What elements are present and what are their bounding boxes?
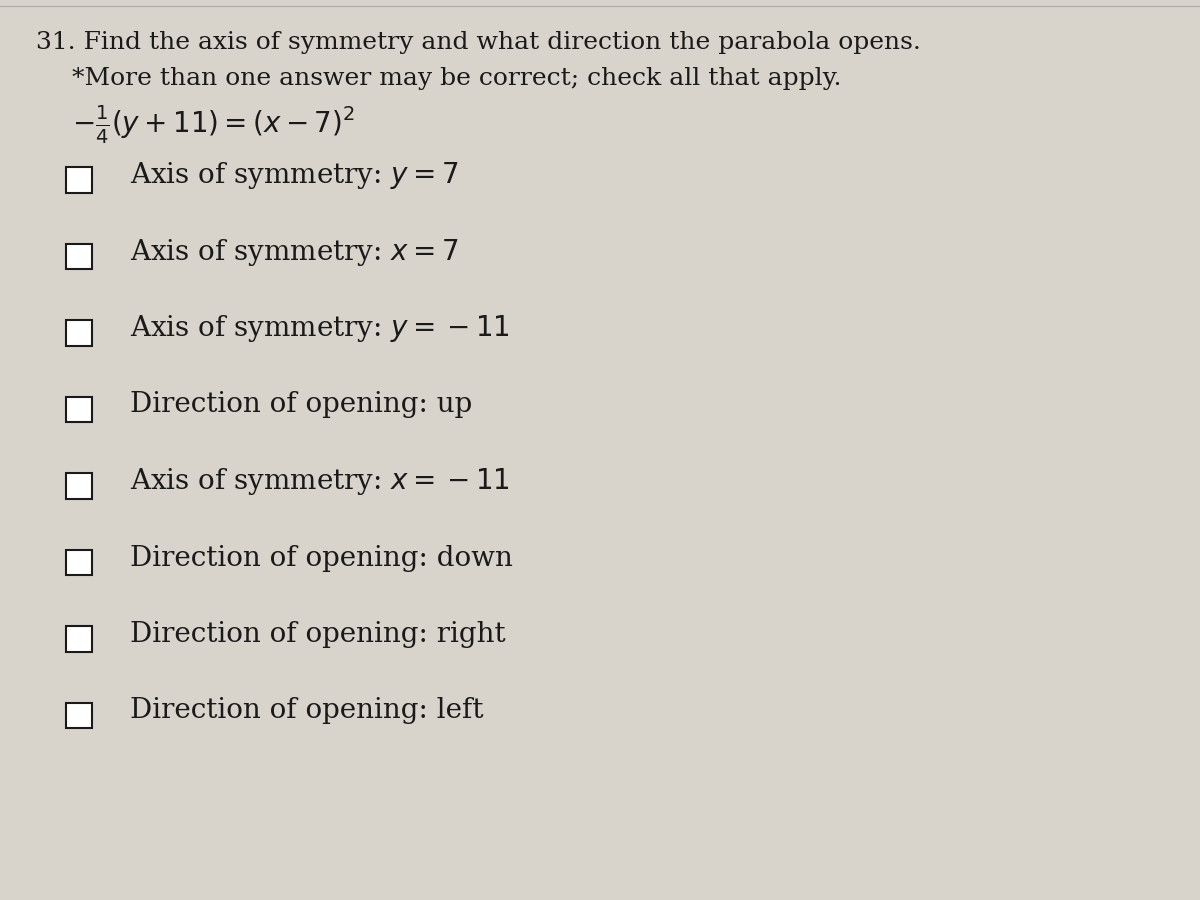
FancyBboxPatch shape [66, 167, 92, 193]
Text: $-\frac{1}{4}(y + 11) = (x - 7)^2$: $-\frac{1}{4}(y + 11) = (x - 7)^2$ [72, 104, 355, 146]
Text: Direction of opening: left: Direction of opening: left [130, 698, 484, 724]
Text: Axis of symmetry: $y = 7$: Axis of symmetry: $y = 7$ [130, 160, 458, 191]
FancyBboxPatch shape [66, 703, 92, 728]
Text: Axis of symmetry: $x = 7$: Axis of symmetry: $x = 7$ [130, 237, 458, 267]
Text: Direction of opening: down: Direction of opening: down [130, 544, 512, 572]
Text: Direction of opening: up: Direction of opening: up [130, 392, 472, 418]
FancyBboxPatch shape [66, 397, 92, 422]
Text: Direction of opening: right: Direction of opening: right [130, 621, 505, 648]
Text: Axis of symmetry: $x = -11$: Axis of symmetry: $x = -11$ [130, 466, 510, 497]
Text: 31. Find the axis of symmetry and what direction the parabola opens.: 31. Find the axis of symmetry and what d… [36, 32, 920, 55]
FancyBboxPatch shape [66, 244, 92, 269]
Text: *More than one answer may be correct; check all that apply.: *More than one answer may be correct; ch… [72, 68, 841, 91]
Text: Axis of symmetry: $y = -11$: Axis of symmetry: $y = -11$ [130, 313, 510, 344]
FancyBboxPatch shape [66, 626, 92, 652]
FancyBboxPatch shape [66, 320, 92, 346]
FancyBboxPatch shape [66, 473, 92, 499]
FancyBboxPatch shape [66, 550, 92, 575]
